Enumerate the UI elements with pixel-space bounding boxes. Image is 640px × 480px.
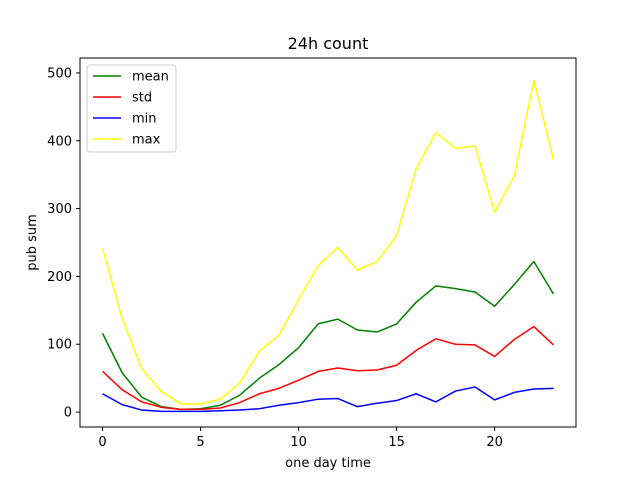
legend-label-std: std <box>132 91 152 106</box>
legend-label-max: max <box>132 133 161 148</box>
legend-box <box>86 64 177 153</box>
plot-area <box>101 79 555 413</box>
axes-frame <box>79 57 577 428</box>
y-tick-label: 300 <box>47 202 72 217</box>
y-tick-label: 500 <box>47 66 72 81</box>
x-axis-label: one day time <box>285 456 371 471</box>
series-line-mean <box>101 260 555 411</box>
y-tick-label: 0 <box>64 406 72 421</box>
x-tick-label: 10 <box>290 435 307 450</box>
y-tick-label: 200 <box>47 270 72 285</box>
y-tick-label: 100 <box>47 338 72 353</box>
x-tick-label: 5 <box>196 435 204 450</box>
chart-title: 24h count <box>288 34 369 53</box>
x-tick-label: 0 <box>98 435 106 450</box>
x-tick-label: 15 <box>388 435 405 450</box>
y-axis-label: pub sum <box>25 214 40 271</box>
series-line-max <box>101 79 555 405</box>
x-tick-label: 20 <box>486 435 503 450</box>
legend: mean std min max <box>86 64 177 153</box>
series-line-std <box>102 325 554 411</box>
y-tick-label: 400 <box>47 134 72 149</box>
series-line-min <box>102 386 554 413</box>
legend-label-mean: mean <box>132 70 169 85</box>
legend-label-min: min <box>132 112 157 127</box>
